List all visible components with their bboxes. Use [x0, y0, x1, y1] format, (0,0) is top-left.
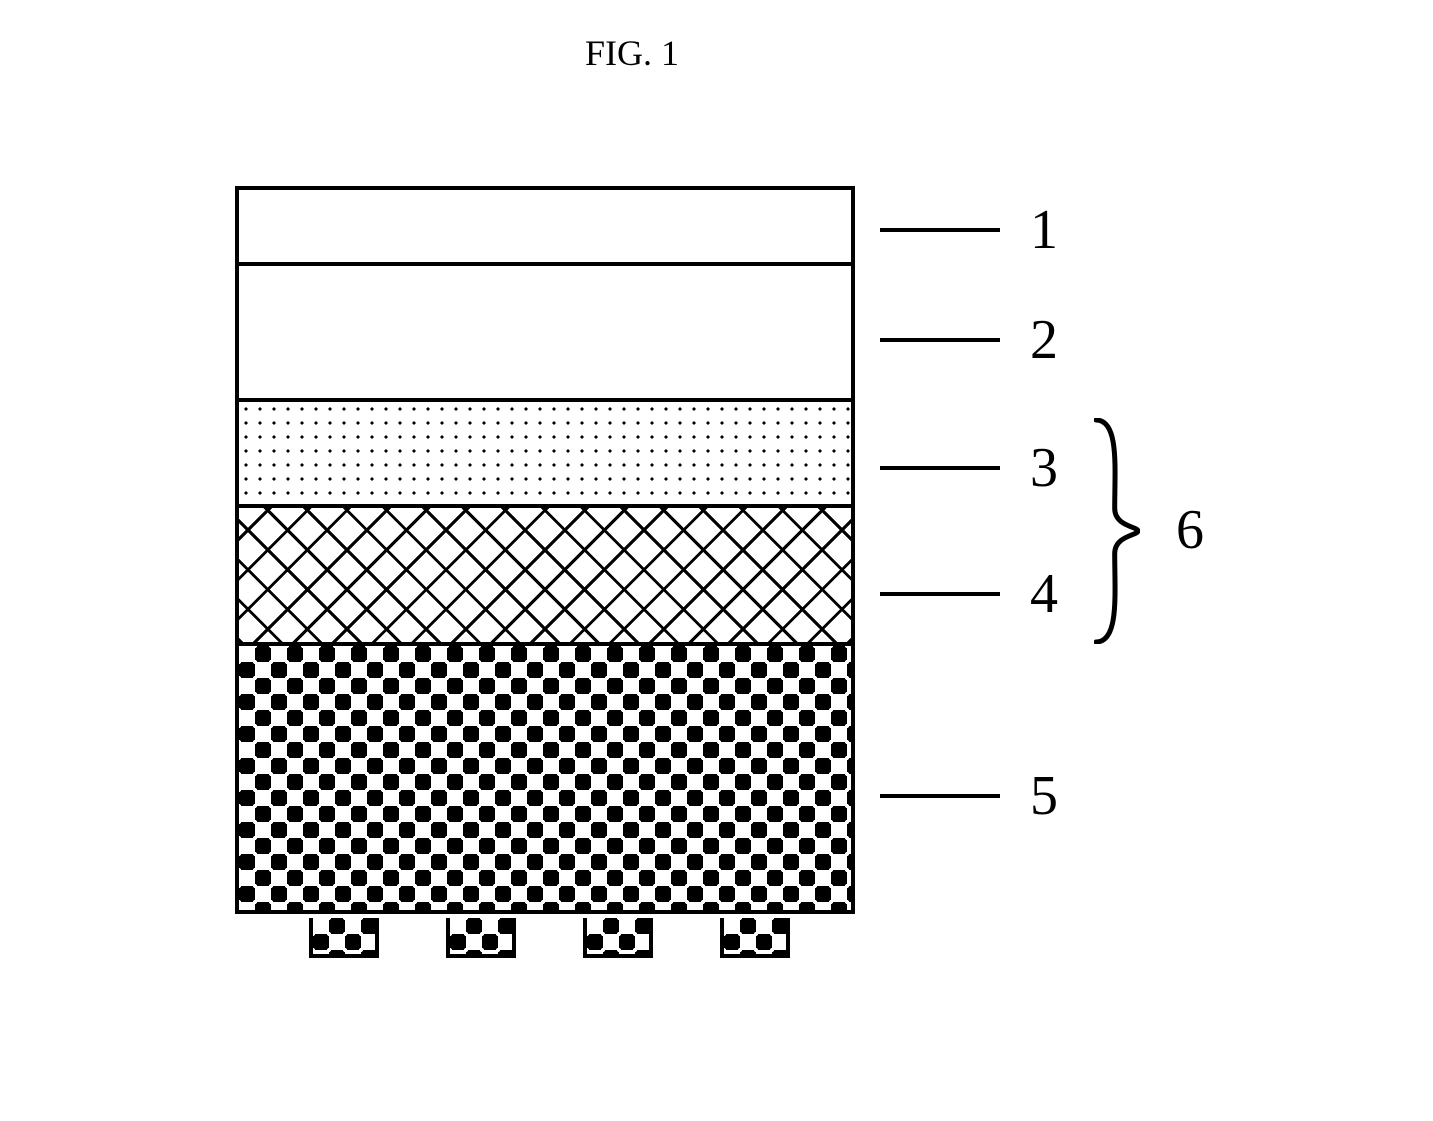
- label-text-2: 2: [1030, 308, 1058, 372]
- label-3: 3: [880, 436, 1058, 500]
- label-line-1: [880, 228, 1000, 232]
- label-2: 2: [880, 308, 1058, 372]
- foot-1: [309, 918, 379, 958]
- label-line-3: [880, 466, 1000, 470]
- layer-diagram: [235, 186, 855, 914]
- figure-title: FIG. 1: [585, 32, 679, 74]
- layer-1: [239, 190, 851, 266]
- layer-3: [239, 402, 851, 508]
- label-text-3: 3: [1030, 436, 1058, 500]
- label-line-2: [880, 338, 1000, 342]
- layer-2: [239, 266, 851, 402]
- label-line-4: [880, 592, 1000, 596]
- feet-row: [235, 918, 863, 958]
- layer-4: [239, 508, 851, 646]
- label-1: 1: [880, 198, 1058, 262]
- foot-3: [583, 918, 653, 958]
- label-text-4: 4: [1030, 562, 1058, 626]
- label-text-1: 1: [1030, 198, 1058, 262]
- group-brace: [1094, 418, 1140, 649]
- foot-4: [720, 918, 790, 958]
- label-text-5: 5: [1030, 764, 1058, 828]
- group-label: 6: [1176, 498, 1204, 562]
- label-4: 4: [880, 562, 1058, 626]
- foot-2: [446, 918, 516, 958]
- label-5: 5: [880, 764, 1058, 828]
- label-line-5: [880, 794, 1000, 798]
- layer-5: [239, 646, 851, 914]
